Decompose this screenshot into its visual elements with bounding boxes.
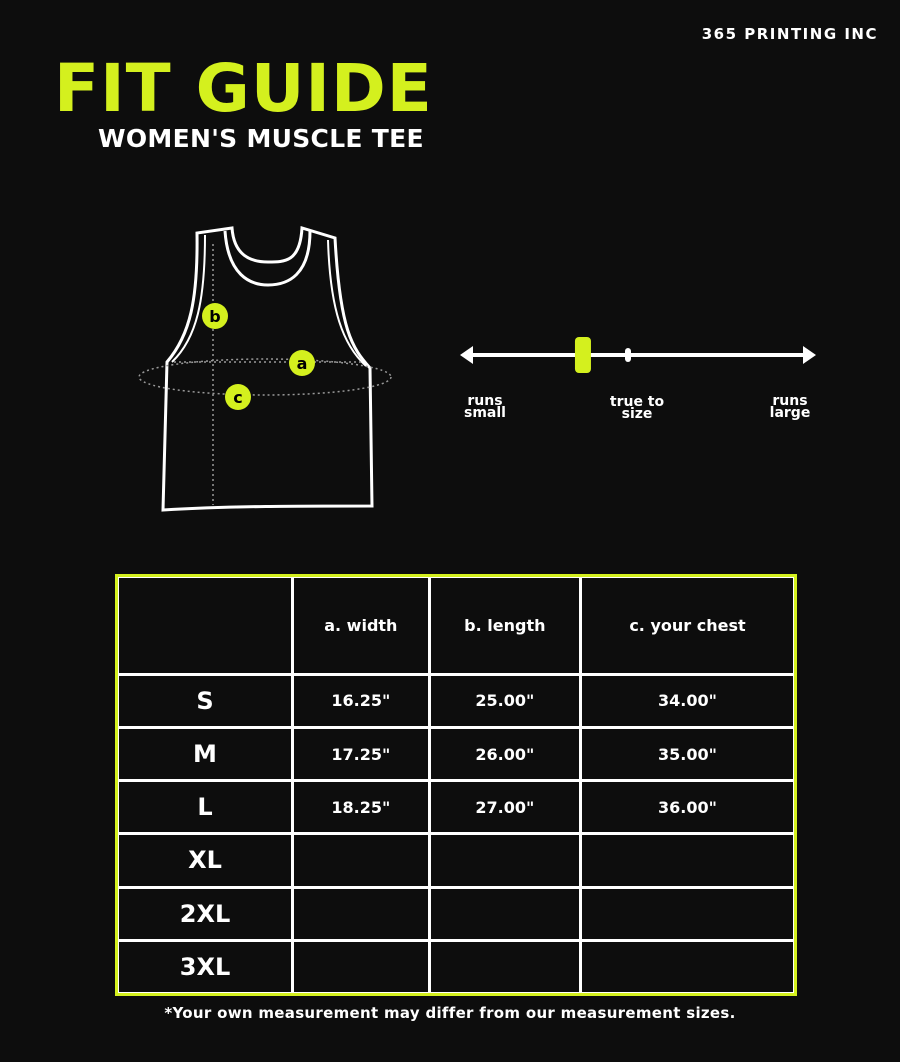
header-cell: b. length [427, 575, 582, 676]
measurement-lines [138, 244, 392, 505]
page-subtitle: WOMEN'S MUSCLE TEE [98, 124, 424, 153]
page-title: FIT GUIDE [54, 50, 433, 127]
value-cell [578, 832, 797, 889]
size-cell: L [116, 779, 294, 836]
value-cell: 27.00" [427, 779, 582, 836]
footnote: *Your own measurement may differ from ou… [164, 1004, 736, 1022]
marker-a [289, 350, 315, 376]
header-cell: a. width [291, 575, 431, 676]
label-b: b [209, 307, 220, 326]
value-cell [427, 832, 582, 889]
size-cell: 2XL [116, 885, 294, 942]
value-cell [291, 885, 431, 942]
value-cell [291, 938, 431, 996]
size-cell: M [116, 725, 294, 783]
table-row: S 16.25" 25.00" 34.00" [116, 672, 797, 730]
marker-c [225, 384, 251, 410]
value-cell [427, 938, 582, 996]
fit-scale [460, 337, 816, 373]
value-cell: 26.00" [427, 725, 582, 783]
table-row: 3XL [116, 938, 797, 996]
value-cell [578, 938, 797, 996]
header-cell: c. your chest [578, 575, 797, 676]
fit-label-large: runs large [769, 393, 811, 421]
brand-name: 365 PRINTING INC [701, 25, 878, 43]
size-cell: 3XL [116, 938, 294, 996]
value-cell: 17.25" [291, 725, 431, 783]
size-cell: XL [116, 832, 294, 889]
true-to-size-tick [625, 348, 631, 362]
arrow-right-icon [803, 346, 816, 364]
arrow-left-icon [460, 346, 473, 364]
table-row: M 17.25" 26.00" 35.00" [116, 725, 797, 783]
marker-b [202, 303, 228, 329]
value-cell [291, 832, 431, 889]
fit-indicator [574, 337, 591, 373]
label-a: a [297, 354, 308, 373]
table-header: a. width b. length c. your chest [116, 575, 797, 676]
label-c: c [233, 388, 242, 407]
table-row: 2XL [116, 885, 797, 942]
header-cell [116, 575, 294, 676]
value-cell: 35.00" [578, 725, 797, 783]
value-cell [427, 885, 582, 942]
value-cell: 18.25" [291, 779, 431, 836]
tank-diagram: b a c [138, 226, 816, 512]
value-cell: 16.25" [291, 672, 431, 730]
size-cell: S [116, 672, 294, 730]
size-table: a. width b. length c. your chest S 16.25"… [116, 575, 797, 996]
table-row: XL [116, 832, 797, 889]
tank-outline [161, 226, 374, 512]
value-cell [578, 885, 797, 942]
value-cell: 25.00" [427, 672, 582, 730]
table-row: L 18.25" 27.00" 36.00" [116, 779, 797, 836]
fit-label-small: runs small [464, 393, 506, 421]
value-cell: 36.00" [578, 779, 797, 836]
value-cell: 34.00" [578, 672, 797, 730]
fit-label-true: true to size [609, 394, 665, 422]
